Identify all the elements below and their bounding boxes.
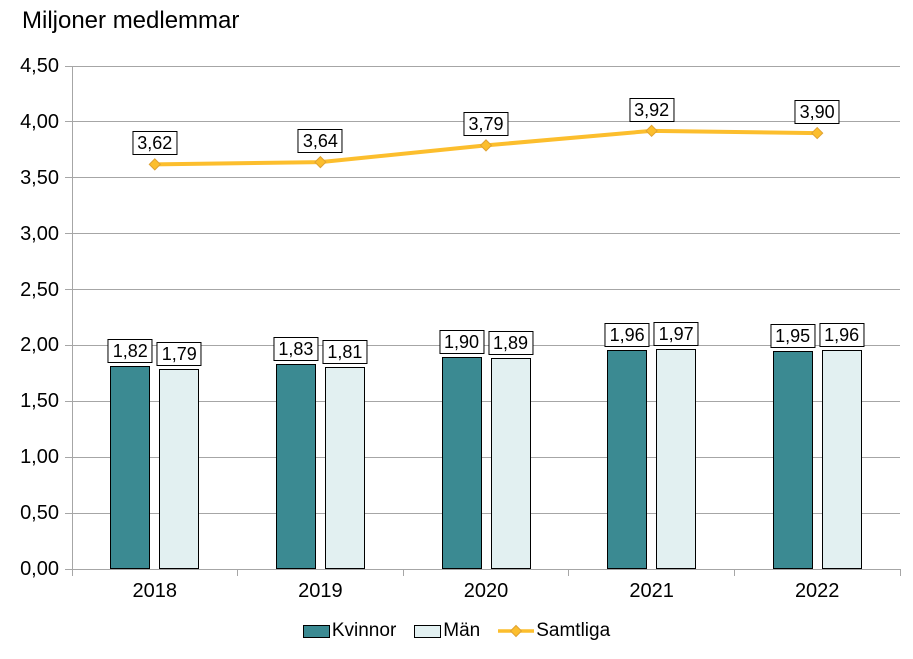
bar-man (159, 368, 200, 569)
bar-kvinnor (275, 364, 316, 569)
x-axis-line (72, 568, 900, 570)
y-axis-tick (65, 512, 72, 514)
y-axis-tick (65, 289, 72, 291)
y-axis-tick (65, 568, 72, 570)
y-axis-label: 0,50 (20, 502, 59, 525)
gridline (72, 512, 900, 514)
samtliga-marker (810, 126, 824, 140)
samtliga-marker (479, 139, 493, 152)
y-axis-label: 4,00 (20, 110, 59, 133)
chart-title: Miljoner medlemmar (22, 7, 240, 34)
legend: Kvinnor Män Samtliga (0, 620, 913, 642)
y-axis-label: 1,00 (20, 446, 59, 469)
y-axis-tick (65, 65, 72, 67)
legend-label-kvinnor: Kvinnor (331, 620, 397, 641)
legend-line-swatch-samtliga (498, 624, 535, 638)
legend-item-samtliga: Samtliga (498, 620, 610, 642)
x-axis-tick (402, 569, 404, 576)
x-axis-label: 2019 (298, 580, 343, 602)
y-axis-tick (65, 344, 72, 346)
legend-item-kvinnor: Kvinnor (302, 620, 397, 642)
legend-label-man: Män (443, 620, 481, 641)
data-label-samtliga: 3,90 (794, 100, 840, 125)
samtliga-marker (645, 124, 658, 138)
legend-label-samtliga: Samtliga (536, 620, 611, 641)
data-label-samtliga: 3,79 (463, 112, 509, 137)
gridline (72, 233, 900, 235)
data-label-man: 1,81 (322, 339, 368, 364)
samtliga-marker (148, 158, 162, 171)
x-axis-tick (237, 569, 239, 576)
y-axis-label: 3,00 (20, 222, 59, 245)
data-label-kvinnor: 1,83 (273, 337, 319, 362)
y-axis-label: 2,50 (20, 278, 59, 301)
data-label-man: 1,97 (653, 321, 699, 346)
bar-man (821, 349, 862, 569)
y-axis-label: 2,00 (20, 334, 59, 357)
data-label-samtliga: 3,92 (629, 97, 675, 122)
y-axis-label: 4,50 (20, 55, 59, 77)
gridline (72, 289, 900, 291)
bar-kvinnor (441, 356, 482, 569)
gridline (72, 456, 900, 458)
bar-man (490, 357, 531, 569)
legend-item-man: Män (414, 620, 480, 642)
legend-swatch-kvinnor (302, 624, 330, 638)
y-axis-tick (65, 121, 72, 123)
bar-kvinnor (772, 351, 813, 569)
x-axis-label: 2020 (463, 580, 509, 602)
y-axis-label: 0,00 (20, 558, 59, 580)
gridline (72, 65, 900, 67)
x-axis-label: 2018 (132, 580, 178, 602)
data-label-kvinnor: 1,96 (604, 322, 650, 347)
data-label-samtliga: 3,64 (297, 129, 343, 154)
x-axis-tick (71, 569, 73, 576)
gridline (72, 344, 900, 346)
y-axis-tick (65, 456, 72, 458)
x-axis-tick (899, 569, 901, 576)
y-axis-tick (65, 233, 72, 235)
bar-man (324, 366, 365, 569)
bar-kvinnor (607, 349, 648, 569)
y-axis-tick (65, 400, 72, 402)
samtliga-marker (314, 155, 327, 169)
data-label-kvinnor: 1,90 (438, 329, 485, 354)
legend-swatch-man (414, 624, 442, 638)
legend-diamond-icon (510, 624, 523, 638)
y-axis-label: 1,50 (20, 390, 59, 413)
bar-man (656, 348, 697, 569)
data-label-man: 1,96 (819, 322, 865, 347)
data-label-man: 1,79 (156, 341, 202, 366)
data-label-kvinnor: 1,82 (107, 338, 153, 363)
y-axis-line (72, 66, 73, 569)
y-axis-tick (65, 177, 72, 179)
data-label-kvinnor: 1,95 (770, 324, 816, 349)
bar-kvinnor (110, 365, 151, 569)
gridline (72, 177, 900, 179)
x-axis-label: 2021 (629, 580, 674, 602)
x-axis-label: 2022 (794, 580, 840, 602)
x-axis-tick (568, 569, 570, 576)
y-axis-label: 3,50 (20, 166, 59, 189)
data-label-man: 1,89 (487, 330, 534, 355)
data-label-samtliga: 3,62 (132, 131, 178, 156)
x-axis-tick (733, 569, 735, 576)
gridline (72, 400, 900, 402)
